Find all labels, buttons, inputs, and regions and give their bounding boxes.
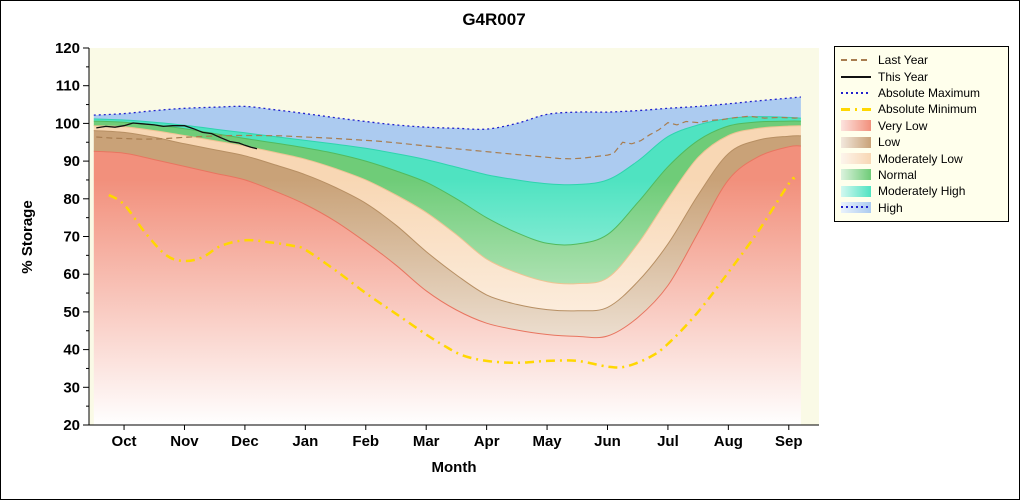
legend-label: Moderately Low xyxy=(878,151,963,166)
moderately-high-swatch-icon xyxy=(841,185,871,197)
y-axis-title: % Storage xyxy=(19,200,36,274)
moderately-low-swatch-icon xyxy=(841,153,871,165)
y-tick-label: 60 xyxy=(63,266,80,283)
legend-item-this-year: This Year xyxy=(841,68,1002,84)
legend-label: Very Low xyxy=(878,118,928,133)
y-tick-label: 20 xyxy=(63,417,80,434)
absolute-minimum-line-icon xyxy=(841,107,871,111)
band-moderately-high-edge xyxy=(93,116,801,186)
x-tick-label: Oct xyxy=(112,433,137,450)
y-tick-label: 120 xyxy=(55,40,80,57)
legend-fill-sample xyxy=(841,136,871,148)
line-last-year xyxy=(96,115,801,160)
this-year-line-icon xyxy=(841,75,871,78)
legend-line-sample xyxy=(841,103,871,115)
line-absolute-minimum xyxy=(108,176,796,369)
x-tick-label: Nov xyxy=(170,433,199,450)
band-moderately-low-edge xyxy=(93,125,801,285)
legend-label: Normal xyxy=(878,167,917,182)
x-tick-label: May xyxy=(532,433,562,450)
x-tick-label: Dec xyxy=(231,433,259,450)
x-tick-label: Mar xyxy=(413,433,440,450)
legend-label: Absolute Maximum xyxy=(878,85,981,100)
legend-fill-sample xyxy=(841,153,871,165)
data-lines xyxy=(93,96,801,369)
band-moderately-high xyxy=(93,116,801,245)
y-tick-label: 30 xyxy=(63,379,80,396)
line-absolute-maximum xyxy=(93,96,801,131)
legend-fill-sample xyxy=(841,169,871,181)
legend-item-last-year: Last Year xyxy=(841,52,1002,68)
legend-item-moderately-low: Moderately Low xyxy=(841,150,1002,166)
x-tick-label: Jul xyxy=(657,433,679,450)
legend-fill-sample xyxy=(841,202,871,214)
band-low xyxy=(93,130,801,338)
x-tick-label: Feb xyxy=(352,433,379,450)
x-tick-label: Sep xyxy=(775,433,803,450)
legend-item-low: Low xyxy=(841,134,1002,150)
x-tick-label: Apr xyxy=(474,433,500,450)
legend-item-absolute-maximum: Absolute Maximum xyxy=(841,85,1002,101)
legend-line-sample xyxy=(841,87,871,99)
legend-item-high: High xyxy=(841,200,1002,216)
band-very-low xyxy=(93,145,801,425)
legend-label: Moderately High xyxy=(878,184,966,199)
x-axis-title: Month xyxy=(431,459,477,476)
legend-label: Absolute Minimum xyxy=(878,102,977,117)
very-low-swatch-icon xyxy=(841,120,871,132)
band-normal xyxy=(93,121,801,284)
y-tick-label: 100 xyxy=(55,115,80,132)
band-low-edge xyxy=(93,130,801,312)
y-tick-label: 80 xyxy=(63,191,80,208)
legend-item-very-low: Very Low xyxy=(841,118,1002,134)
percentile-bands xyxy=(93,97,801,425)
legend-label: Last Year xyxy=(878,53,929,68)
band-high xyxy=(93,97,801,185)
absolute-maximum-line-icon xyxy=(841,91,871,94)
band-moderately-low xyxy=(93,125,801,311)
low-swatch-icon xyxy=(841,136,871,148)
legend-label: This Year xyxy=(878,69,929,84)
x-tick-label: Jan xyxy=(292,433,318,450)
high-swatch-icon xyxy=(841,202,871,214)
high-boundary-line-icon xyxy=(841,206,871,209)
legend-fill-sample xyxy=(841,120,871,132)
legend-item-absolute-minimum: Absolute Minimum xyxy=(841,101,1002,117)
band-very-low-edge xyxy=(93,145,801,339)
band-normal-edge xyxy=(93,120,801,246)
chart-title: G4R007 xyxy=(462,10,526,29)
x-tick-label: Aug xyxy=(714,433,743,450)
legend-label: High xyxy=(878,200,903,215)
y-tick-label: 90 xyxy=(63,153,80,170)
legend: Last Year This Year Absolute Maximum Absolu… xyxy=(834,46,1009,222)
legend-line-sample xyxy=(841,54,871,66)
last-year-line-icon xyxy=(841,59,871,62)
y-tick-label: 70 xyxy=(63,229,80,246)
y-tick-label: 50 xyxy=(63,304,80,321)
legend-fill-sample xyxy=(841,185,871,197)
normal-swatch-icon xyxy=(841,169,871,181)
legend-item-moderately-high: Moderately High xyxy=(841,183,1002,199)
legend-label: Low xyxy=(878,135,901,150)
legend-item-normal: Normal xyxy=(841,167,1002,183)
x-tick-label: Jun xyxy=(594,433,621,450)
line-this-year xyxy=(96,122,258,150)
legend-line-sample xyxy=(841,71,871,83)
y-tick-label: 110 xyxy=(56,78,80,95)
y-tick-label: 40 xyxy=(63,342,80,359)
